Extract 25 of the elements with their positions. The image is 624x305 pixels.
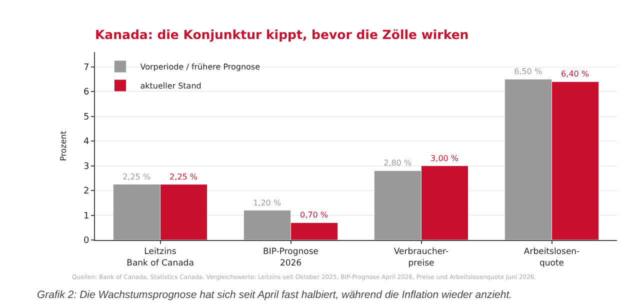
x-tick-label: Leitzins Bank of Canada [126,247,194,268]
data-label: 6,50 % [514,67,542,76]
y-tick-label: 2 [83,186,90,197]
data-label: 3,00 % [430,154,459,163]
data-label: 2,25 % [122,172,151,182]
y-tick-label: 5 [83,112,90,122]
y-axis-title: Prozent [59,130,68,162]
y-tick-label: 0 [83,236,90,246]
chart-title: Kanada: die Konjunktur kippt, bevor die Zölle wirken [95,26,469,42]
data-label: 2,25 % [170,172,198,182]
y-tick-label: 4 [83,137,90,148]
y-tick-label: 6 [83,88,90,98]
data-label: 2,80 % [384,158,412,168]
legend-label: aktueller Stand [140,82,202,91]
y-tick-label: 1 [83,211,90,222]
data-label: 1,20 % [253,198,282,208]
y-tick-label: 7 [83,62,90,73]
x-tick-label: BIP-Prognose 2026 [263,247,318,268]
text: Grafik 2: Die Wachstumsprognose hat sich seit April fast halbiert, während die Inflation wieder anzieht. [37,289,512,301]
data-label: 6,40 % [561,70,590,79]
x-tick-label: Arbeitslosen- quote [524,247,580,268]
legend-label: Vorperiode / frühere Prognose [140,62,260,72]
data-label: 0,70 % [300,210,328,220]
x-tick-label: Verbraucher- preise [394,247,449,268]
y-tick-label: 3 [83,162,90,172]
